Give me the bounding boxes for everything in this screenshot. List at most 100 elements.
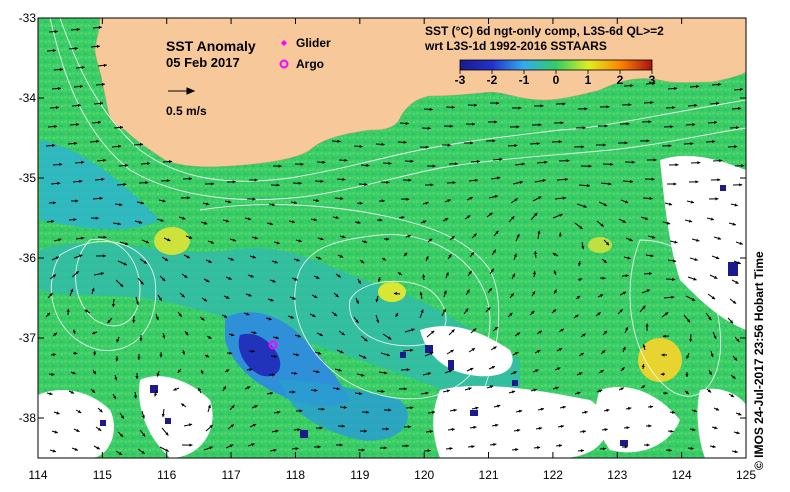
current-vector-arrow [140, 161, 151, 166]
current-vector-arrow [645, 254, 654, 258]
current-vector-arrow [383, 408, 392, 412]
current-vector-arrow [712, 159, 723, 163]
scale-arrow [168, 87, 196, 95]
current-vector-arrow [426, 164, 436, 168]
current-vector-arrow [665, 277, 676, 281]
current-vector-arrow [354, 392, 363, 396]
current-vector-arrow [404, 328, 415, 333]
current-vector-arrow [139, 429, 146, 437]
current-vector-arrow [508, 390, 516, 394]
current-vector-arrow [162, 332, 166, 339]
current-vector-arrow [91, 120, 102, 124]
current-vector-arrow [555, 102, 566, 106]
current-vector-arrow [467, 270, 473, 277]
current-vector-arrow [180, 403, 187, 408]
current-vector-arrow [335, 273, 341, 278]
current-vector-arrow [425, 255, 429, 262]
current-vector-arrow [445, 105, 455, 109]
current-vector-arrow [405, 406, 414, 410]
current-vector-arrow [154, 389, 158, 397]
current-vector-arrow [114, 203, 123, 207]
current-vector-arrow [250, 331, 257, 335]
current-vector-arrow [90, 216, 99, 220]
current-vector-arrow [357, 278, 362, 285]
current-vector-arrow [553, 121, 564, 125]
current-vector-arrow [400, 368, 410, 372]
current-vector-arrow [468, 347, 476, 353]
current-vector-arrow [490, 346, 497, 351]
current-vector-arrow [485, 139, 496, 143]
current-vector-arrow [622, 179, 634, 184]
current-vector-arrow [337, 254, 344, 258]
current-vector-arrow [331, 139, 341, 143]
current-vector-arrow [47, 292, 53, 299]
current-vector-arrow [360, 335, 368, 342]
current-vector-arrow [224, 200, 232, 204]
current-vector-arrow [202, 202, 210, 206]
current-vector-arrow [249, 255, 257, 259]
current-vector-arrow [50, 181, 61, 185]
current-vector-arrow [529, 142, 540, 146]
current-vector-arrow [641, 364, 645, 370]
current-vector-arrow [178, 216, 186, 220]
current-vector-arrow [665, 448, 672, 452]
current-vector-arrow [463, 308, 469, 315]
current-vector-arrow [221, 314, 228, 318]
current-vector-arrow [422, 201, 429, 205]
current-vector-arrow [515, 233, 520, 242]
current-vector-arrow [559, 405, 566, 409]
current-vector-arrow [688, 180, 699, 184]
current-vector-arrow [709, 274, 718, 280]
longitude-tick-label: 115 [92, 468, 112, 482]
current-vector-arrow [491, 249, 497, 256]
current-vector-arrow [205, 424, 214, 432]
current-vector-arrow [93, 445, 101, 450]
current-vector-arrow [339, 235, 346, 239]
current-vector-arrow [381, 257, 387, 261]
current-vector-arrow [137, 448, 146, 455]
current-vector-arrow [581, 410, 588, 414]
cloud-mask [697, 388, 746, 458]
current-vector-arrow [45, 312, 51, 318]
current-vector-arrow [295, 239, 302, 243]
current-vector-arrow [84, 309, 91, 314]
current-vector-arrow [690, 161, 701, 165]
current-vector-arrow [577, 278, 583, 282]
current-vector-arrow [380, 352, 391, 357]
current-vector-arrow [515, 409, 523, 413]
current-vector-arrow [117, 260, 128, 266]
current-vector-arrow [69, 288, 74, 297]
current-vector-arrow [207, 404, 211, 413]
current-vector-arrow [74, 160, 85, 164]
current-vector-arrow [729, 126, 740, 130]
current-vector-arrow [533, 104, 544, 108]
current-vector-arrow [531, 123, 542, 127]
cloud-mask [595, 386, 680, 453]
cloud-mask [139, 376, 213, 458]
current-vector-arrow [309, 313, 316, 318]
credit-text: © IMOS 24-Jul-2017 23:56 Hobart Time [752, 251, 766, 470]
current-vector-arrow [161, 427, 169, 436]
current-vector-arrow [71, 270, 80, 278]
current-vector-arrow [204, 354, 210, 358]
colorbar-title-line1: SST (°C) 6d ngt-only comp, L3S-6d QL>=2 [425, 24, 664, 38]
current-vector-arrow [72, 179, 83, 183]
current-vector-arrow [111, 298, 116, 308]
current-vector-arrow [249, 178, 258, 182]
current-vector-arrow [272, 336, 279, 340]
current-vector-arrow [290, 201, 298, 205]
cloud-mask [660, 155, 746, 330]
current-vector-arrow [313, 445, 321, 449]
current-vector-arrow [70, 371, 76, 375]
current-vector-arrow [115, 355, 119, 362]
current-vector-arrow [576, 203, 587, 208]
current-vector-arrow [423, 107, 433, 111]
current-vector-arrow [91, 287, 95, 295]
current-vector-arrow [160, 179, 171, 183]
current-vector-arrow [573, 145, 585, 149]
current-vector-arrow [116, 336, 120, 343]
current-vector-arrow [273, 410, 281, 414]
current-vector-arrow [599, 276, 606, 280]
current-vector-arrow [601, 428, 608, 432]
current-vector-arrow [667, 182, 677, 186]
